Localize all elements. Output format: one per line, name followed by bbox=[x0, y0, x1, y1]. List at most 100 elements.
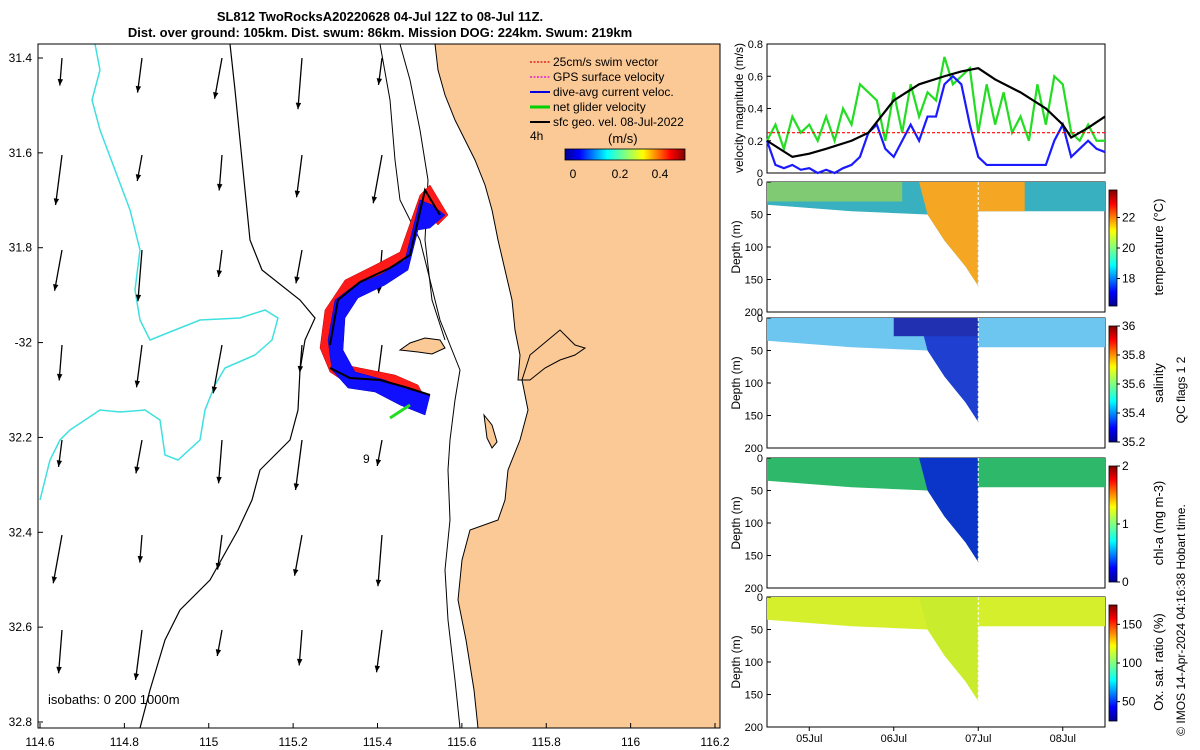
section-panel: 0 50 100 150 200 Depth (m) 50 100 150 Ox. sat. ra… bbox=[729, 592, 1166, 734]
section-ylabel: Depth (m) bbox=[729, 356, 743, 409]
velocity-arrowhead bbox=[133, 673, 140, 680]
section-ytick-label: 150 bbox=[745, 275, 763, 287]
map-ytick-label: 31.4 bbox=[9, 51, 33, 65]
section-fill bbox=[767, 597, 1105, 701]
velocity-arrowhead bbox=[297, 365, 304, 373]
velocity-arrow bbox=[217, 439, 223, 484]
velocity-ytick-label: 0.8 bbox=[748, 39, 763, 51]
legend-gps-velocity: GPS surface velocity bbox=[553, 70, 664, 84]
map-xtick-label: 115.4 bbox=[363, 735, 392, 749]
isobath-200m bbox=[379, 44, 461, 728]
legend-swim-vector: 25cm/s swim vector bbox=[553, 55, 658, 69]
velocity-arrows bbox=[51, 57, 383, 681]
section-deep-water bbox=[919, 318, 979, 422]
velocity-panel: 0 0.2 0.4 0.6 0.8 velocity magnitude (m/s) bbox=[732, 39, 1106, 180]
velocity-arrowhead bbox=[216, 270, 223, 277]
section-ytick-label: 0 bbox=[757, 453, 763, 465]
velocity-ytick-label: 0 bbox=[757, 168, 763, 180]
map-ytick-label: 31.6 bbox=[9, 146, 33, 160]
velocity-arrow bbox=[297, 57, 303, 110]
section-ytick-label: 150 bbox=[745, 411, 763, 423]
section-colorbar bbox=[1108, 604, 1118, 722]
velocity-arrowhead bbox=[371, 196, 378, 204]
colorbar-tick-label: 35.4 bbox=[1122, 406, 1146, 420]
velocity-arrowhead bbox=[374, 665, 381, 673]
velocity-arrowhead bbox=[294, 276, 300, 284]
map-ytick-label: 32.6 bbox=[9, 620, 33, 634]
section-ytick-label: 0 bbox=[757, 313, 763, 325]
map-xtick-label: 114.8 bbox=[110, 735, 139, 749]
footer-credit: © IMOS 14-Apr-2024 04:16:38 Hobart time. bbox=[1174, 504, 1188, 736]
colorbar-tick: 0.2 bbox=[612, 167, 629, 181]
velocity-arrowhead bbox=[215, 649, 222, 656]
velocity-arrow bbox=[377, 534, 383, 587]
section-colorbar-label: Ox. sat. ratio (%) bbox=[1151, 613, 1166, 711]
section-ylabel: Depth (m) bbox=[729, 635, 743, 688]
colorbar-tick-label: 1 bbox=[1122, 517, 1129, 531]
velocity-series-line bbox=[766, 67, 1106, 159]
velocity-arrowhead bbox=[137, 555, 144, 563]
map-xtick-label: 116.2 bbox=[700, 735, 729, 749]
isobaths-label: isobaths: 0 200 1000m bbox=[48, 692, 180, 707]
velocity-series-line bbox=[765, 74, 1106, 175]
velocity-arrow bbox=[53, 249, 63, 291]
section-ytick-label: 100 bbox=[745, 657, 763, 669]
velocity-arrow bbox=[294, 439, 303, 491]
section-ytick-label: 50 bbox=[751, 346, 763, 358]
section-fill bbox=[767, 318, 1105, 422]
section-fill bbox=[767, 458, 1105, 562]
velocity-arrowhead bbox=[215, 562, 222, 570]
map-xtick-label: 115.2 bbox=[279, 735, 308, 749]
annotation-4h: 4h bbox=[530, 129, 543, 143]
island-polygon bbox=[398, 337, 446, 355]
map-ytick-label: -32 bbox=[15, 336, 33, 350]
map-ytick-label: 32.4 bbox=[9, 525, 33, 539]
map-ticks: 114.6 114.8 115 115.2 115.4 115.6 115.8 116 116.… bbox=[9, 51, 730, 749]
map-ytick-label: 31.8 bbox=[9, 241, 33, 255]
colorbar-unit-label: (m/s) bbox=[608, 131, 638, 146]
section-panel: 0 50 100 150 200 Depth (m) 35.2 35.4 35.6 35.8 36 s… bbox=[729, 313, 1166, 455]
land-polygon bbox=[434, 44, 720, 728]
colorbar-tick-label: 35.6 bbox=[1122, 377, 1146, 391]
velocity-arrowhead bbox=[293, 483, 300, 490]
annotation-9: 9 bbox=[363, 452, 370, 466]
section-deep-water bbox=[919, 182, 979, 286]
section-surface-layer bbox=[767, 182, 903, 202]
velocity-arrowhead bbox=[56, 666, 62, 674]
section-ylabel: Depth (m) bbox=[729, 220, 743, 273]
colorbar-tick-label: 50 bbox=[1122, 695, 1136, 709]
velocity-arrow bbox=[372, 154, 383, 204]
map-xtick-label: 115 bbox=[199, 735, 218, 749]
map-legend: 25cm/s swim vector GPS surface velocity … bbox=[530, 55, 686, 181]
map-colorbar bbox=[564, 148, 686, 161]
colorbar-tick-label: 35.2 bbox=[1122, 435, 1146, 449]
section-colorbar-label: salinity bbox=[1151, 363, 1166, 403]
map-ytick-label: 32.2 bbox=[9, 430, 33, 444]
legend-dive-avg: dive-avg current veloc. bbox=[553, 85, 674, 99]
velocity-arrow bbox=[134, 629, 143, 681]
section-colorbar bbox=[1108, 189, 1118, 307]
velocity-ytick-label: 0.2 bbox=[748, 136, 763, 148]
section-ytick-label: 0 bbox=[757, 592, 763, 604]
section-ytick-label: 150 bbox=[745, 690, 763, 702]
section-ytick-label: 50 bbox=[751, 625, 763, 637]
section-deep-water bbox=[919, 597, 979, 701]
colorbar-tick-label: 22 bbox=[1122, 210, 1136, 224]
velocity-arrowhead bbox=[295, 102, 302, 110]
island-polygon bbox=[483, 413, 498, 449]
section-panel: 0 50 100 150 200 Depth (m) 0 1 2 chl-a (mg m-3) bbox=[729, 453, 1166, 595]
velocity-arrowhead bbox=[294, 190, 301, 198]
velocity-arrowhead bbox=[213, 91, 219, 99]
time-tick-label: 05Jul bbox=[796, 733, 822, 745]
map-area bbox=[39, 44, 720, 728]
velocity-arrowhead bbox=[296, 658, 303, 666]
velocity-arrowhead bbox=[293, 568, 299, 576]
section-panel: 0 50 100 150 200 Depth (m) 18 20 22 temperature (… bbox=[729, 177, 1166, 319]
colorbar-tick-label: 2 bbox=[1122, 459, 1129, 473]
section-ytick-label: 50 bbox=[751, 210, 763, 222]
section-ytick-label: 100 bbox=[745, 378, 763, 390]
velocity-arrowhead bbox=[51, 576, 58, 584]
velocity-arrowhead bbox=[375, 459, 382, 466]
map-xtick-label: 116 bbox=[621, 735, 640, 749]
velocity-arrowhead bbox=[56, 373, 63, 381]
